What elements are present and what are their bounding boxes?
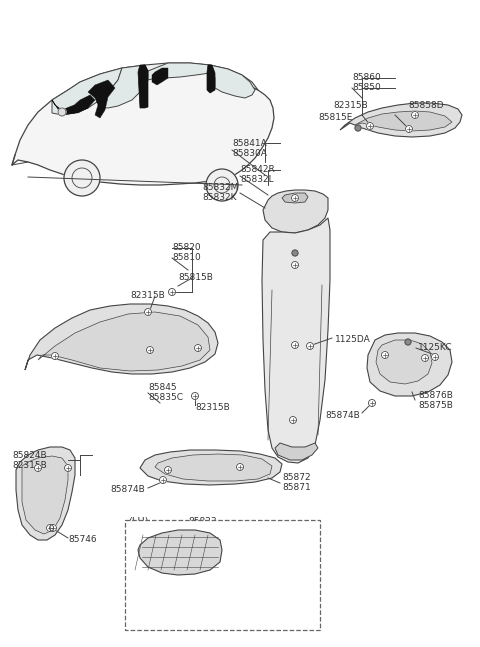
Circle shape — [206, 169, 238, 201]
Circle shape — [367, 122, 373, 129]
Polygon shape — [140, 450, 282, 485]
Circle shape — [292, 250, 298, 256]
Circle shape — [237, 463, 243, 470]
Polygon shape — [38, 312, 210, 371]
Text: 82315B: 82315B — [195, 404, 230, 413]
Circle shape — [291, 342, 299, 349]
Polygon shape — [88, 80, 115, 118]
Text: 1125DA: 1125DA — [335, 336, 371, 344]
Circle shape — [165, 466, 171, 474]
Circle shape — [421, 355, 429, 362]
Polygon shape — [25, 304, 218, 374]
Text: 85832K: 85832K — [202, 193, 237, 203]
Text: 82315B: 82315B — [333, 100, 368, 109]
Text: 85835C: 85835C — [148, 393, 183, 402]
Circle shape — [35, 465, 41, 472]
Circle shape — [194, 344, 202, 351]
Circle shape — [289, 417, 297, 424]
Text: 1125KC: 1125KC — [418, 344, 453, 353]
Text: 85810: 85810 — [172, 254, 201, 263]
Circle shape — [291, 195, 299, 201]
Text: 82315B: 82315B — [130, 292, 165, 300]
Bar — [125, 520, 320, 630]
Text: 85874B: 85874B — [325, 410, 360, 419]
Circle shape — [51, 353, 59, 360]
Circle shape — [406, 126, 412, 133]
Text: 85876B: 85876B — [418, 391, 453, 399]
Text: (LH): (LH) — [128, 517, 148, 527]
Circle shape — [291, 261, 299, 269]
Polygon shape — [340, 103, 462, 137]
Text: 85746: 85746 — [68, 536, 96, 545]
Circle shape — [159, 476, 167, 483]
Text: 85832L: 85832L — [240, 175, 274, 184]
Text: 85860: 85860 — [352, 74, 381, 83]
Circle shape — [212, 554, 218, 562]
Polygon shape — [355, 111, 452, 131]
Text: 85815E: 85815E — [318, 113, 352, 122]
Text: 85874B: 85874B — [110, 485, 145, 494]
Polygon shape — [52, 100, 88, 115]
Text: 85850: 85850 — [352, 83, 381, 93]
Text: 85841A: 85841A — [232, 138, 267, 148]
Circle shape — [192, 393, 199, 399]
Polygon shape — [138, 530, 222, 575]
Text: 82315B: 82315B — [12, 461, 47, 470]
Polygon shape — [263, 190, 328, 233]
Text: 85845: 85845 — [148, 384, 177, 393]
Circle shape — [49, 525, 57, 531]
Text: 85858D: 85858D — [408, 100, 444, 109]
Text: 85830A: 85830A — [232, 149, 267, 157]
Polygon shape — [100, 65, 148, 108]
Polygon shape — [70, 95, 95, 113]
Polygon shape — [275, 443, 318, 460]
Text: 85872: 85872 — [282, 474, 311, 483]
Polygon shape — [16, 447, 75, 540]
Circle shape — [47, 525, 53, 531]
Circle shape — [146, 347, 154, 353]
Text: 85815B: 85815B — [178, 274, 213, 283]
Polygon shape — [207, 65, 215, 93]
Polygon shape — [210, 65, 255, 98]
Circle shape — [355, 125, 361, 131]
Circle shape — [411, 111, 419, 118]
Polygon shape — [155, 454, 272, 481]
Polygon shape — [282, 193, 308, 203]
Circle shape — [64, 465, 72, 472]
Polygon shape — [148, 63, 210, 80]
Polygon shape — [262, 218, 330, 463]
Circle shape — [307, 342, 313, 349]
Text: 85875B: 85875B — [418, 400, 453, 410]
Text: 82315B: 82315B — [228, 558, 263, 567]
Circle shape — [382, 351, 388, 358]
Polygon shape — [12, 70, 274, 185]
Circle shape — [144, 309, 152, 316]
Polygon shape — [22, 456, 68, 534]
Text: 85871: 85871 — [282, 483, 311, 492]
Text: 85832M: 85832M — [202, 184, 239, 193]
Text: 85824B: 85824B — [12, 450, 47, 459]
Circle shape — [168, 289, 176, 296]
Text: 85823: 85823 — [188, 518, 216, 527]
Circle shape — [405, 339, 411, 345]
Text: 85842R: 85842R — [240, 166, 275, 175]
Polygon shape — [152, 68, 168, 85]
Polygon shape — [367, 333, 452, 396]
Text: 85820: 85820 — [172, 243, 201, 252]
Polygon shape — [52, 68, 122, 115]
Circle shape — [64, 160, 100, 196]
Polygon shape — [376, 340, 432, 384]
Circle shape — [369, 399, 375, 406]
Circle shape — [432, 353, 439, 360]
Circle shape — [58, 108, 66, 116]
Polygon shape — [68, 63, 258, 90]
Polygon shape — [138, 65, 148, 108]
